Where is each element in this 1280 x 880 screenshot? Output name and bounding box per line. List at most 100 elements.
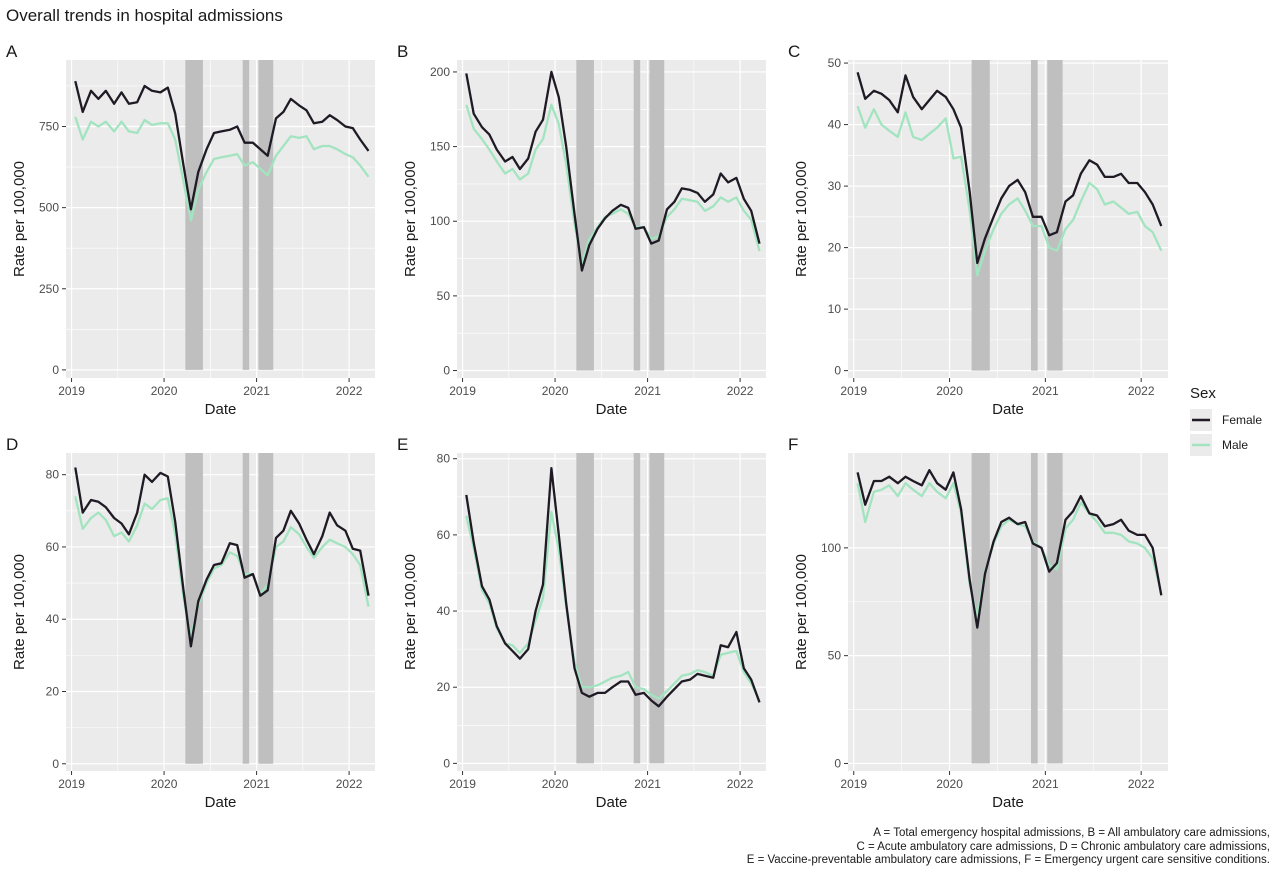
panel-bg-c xyxy=(848,60,1168,378)
y-tick-label: 60 xyxy=(437,528,451,542)
shaded-period-1 xyxy=(971,60,990,371)
x-tick-label: 2021 xyxy=(1032,384,1059,398)
y-tick-label: 40 xyxy=(828,118,842,132)
y-tick-label: 0 xyxy=(834,364,841,378)
series-line-female-b xyxy=(465,70,761,272)
y-tick-label: 100 xyxy=(821,541,841,555)
y-tick-label: 40 xyxy=(437,604,451,618)
y-tick-label: 20 xyxy=(46,685,60,699)
shaded-period-1 xyxy=(185,60,203,370)
panel-c: 2019 2020 2021 2022 0 10 20 30 40 50 C Date Rate per… xyxy=(788,42,1168,418)
shaded-period-1 xyxy=(576,60,594,371)
caption-line-3: E = Vaccine-preventable ambulatory care … xyxy=(746,854,1270,866)
series-line-female-e xyxy=(465,467,761,708)
x-tick-label: 2021 xyxy=(243,777,270,791)
y-tick-label: 100 xyxy=(430,214,450,228)
x-tick-label: 2020 xyxy=(936,777,963,791)
y-tick-label: 50 xyxy=(828,56,842,70)
shaded-period-3 xyxy=(649,453,665,764)
legend-label-male: Male xyxy=(1222,438,1248,452)
y-tick-label: 500 xyxy=(39,201,59,215)
caption-line-2: C = Acute ambulatory care admissions, D … xyxy=(856,840,1270,853)
x-tick-label: 2022 xyxy=(1128,777,1155,791)
y-tick-label: 750 xyxy=(39,120,59,134)
panel-bg-b xyxy=(457,60,766,378)
x-tick-label: 2019 xyxy=(449,384,476,398)
shaded-period-1 xyxy=(185,453,203,764)
legend: Sex Female Male xyxy=(1190,385,1262,456)
y-tick-label: 10 xyxy=(828,302,842,316)
x-tick-label: 2022 xyxy=(727,777,754,791)
x-tick-label: 2021 xyxy=(634,384,661,398)
series-line-male-b xyxy=(465,103,761,265)
y-tick-label: 50 xyxy=(437,289,451,303)
panel-tag-a: A xyxy=(6,42,18,61)
x-tick-label: 2022 xyxy=(336,384,363,398)
y-axis-label: Rate per 100,000 xyxy=(402,554,419,670)
panel-tag-f: F xyxy=(788,435,798,454)
legend-label-female: Female xyxy=(1222,413,1262,427)
y-tick-label: 80 xyxy=(437,452,451,466)
panel-bg-e xyxy=(457,453,766,771)
x-tick-label: 2019 xyxy=(840,777,867,791)
panel-d: 2019 2020 2021 2022 0 20 40 60 80 D Date Rate per 1… xyxy=(6,435,375,811)
y-tick-label: 50 xyxy=(828,649,842,663)
series-line-female-d xyxy=(74,467,370,648)
panel-a: 2019 2020 2021 2022 0 250 500 750 A Date Rate per … xyxy=(6,42,375,418)
x-tick-label: 2021 xyxy=(1032,777,1059,791)
panel-tag-c: C xyxy=(788,42,800,61)
series-line-female-c xyxy=(856,71,1163,265)
y-tick-label: 0 xyxy=(52,757,59,771)
x-tick-label: 2021 xyxy=(634,777,661,791)
y-tick-label: 60 xyxy=(46,540,60,554)
y-tick-label: 30 xyxy=(828,179,842,193)
x-axis-label: Date xyxy=(596,794,628,811)
y-tick-label: 0 xyxy=(443,756,450,770)
x-axis-label: Date xyxy=(596,401,628,418)
y-axis-label: Rate per 100,000 xyxy=(793,161,810,277)
series-line-male-f xyxy=(856,482,1163,619)
y-tick-label: 80 xyxy=(46,468,60,482)
series-line-male-d xyxy=(74,496,370,639)
x-axis-label: Date xyxy=(205,794,237,811)
shaded-period-2 xyxy=(633,453,641,764)
y-tick-label: 20 xyxy=(828,241,842,255)
series-line-female-f xyxy=(856,469,1163,629)
panel-tag-d: D xyxy=(6,435,18,454)
shaded-period-1 xyxy=(576,453,594,764)
x-tick-label: 2019 xyxy=(58,384,85,398)
shaded-period-3 xyxy=(258,60,274,370)
shaded-period-2 xyxy=(1030,60,1038,371)
series-line-female-a xyxy=(74,80,370,211)
panel-e: 2019 2020 2021 2022 0 20 40 60 80 E Date Rate per 1… xyxy=(397,435,766,811)
shaded-period-3 xyxy=(258,453,274,764)
y-tick-label: 0 xyxy=(834,756,841,770)
x-tick-label: 2020 xyxy=(936,384,963,398)
shaded-period-3 xyxy=(649,60,665,371)
shaded-period-3 xyxy=(1047,453,1063,764)
x-axis-label: Date xyxy=(992,401,1024,418)
panel-f: 2019 2020 2021 2022 0 50 100 F Date Rate per 100,… xyxy=(788,435,1168,811)
series-line-male-e xyxy=(465,510,761,702)
x-tick-label: 2020 xyxy=(151,777,178,791)
y-tick-label: 40 xyxy=(46,612,60,626)
y-axis-label: Rate per 100,000 xyxy=(793,554,810,670)
x-axis-label: Date xyxy=(992,794,1024,811)
x-tick-label: 2022 xyxy=(336,777,363,791)
y-axis-label: Rate per 100,000 xyxy=(402,161,419,277)
shaded-period-3 xyxy=(1047,60,1063,371)
y-tick-label: 150 xyxy=(430,140,450,154)
shaded-period-2 xyxy=(242,60,250,370)
shaded-period-2 xyxy=(242,453,250,764)
caption-line-1: A = Total emergency hospital admissions,… xyxy=(873,827,1270,839)
figure-title: Overall trends in hospital admissions xyxy=(6,6,283,25)
panel-tag-e: E xyxy=(397,435,408,454)
caption: A = Total emergency hospital admissions,… xyxy=(510,827,1270,868)
panel-b: 2019 2020 2021 2022 0 50 100 150 200 B Date Rate pe… xyxy=(397,42,766,418)
x-axis-label: Date xyxy=(205,401,237,418)
y-tick-label: 250 xyxy=(39,282,59,296)
x-tick-label: 2021 xyxy=(243,384,270,398)
shaded-period-2 xyxy=(1030,453,1038,764)
